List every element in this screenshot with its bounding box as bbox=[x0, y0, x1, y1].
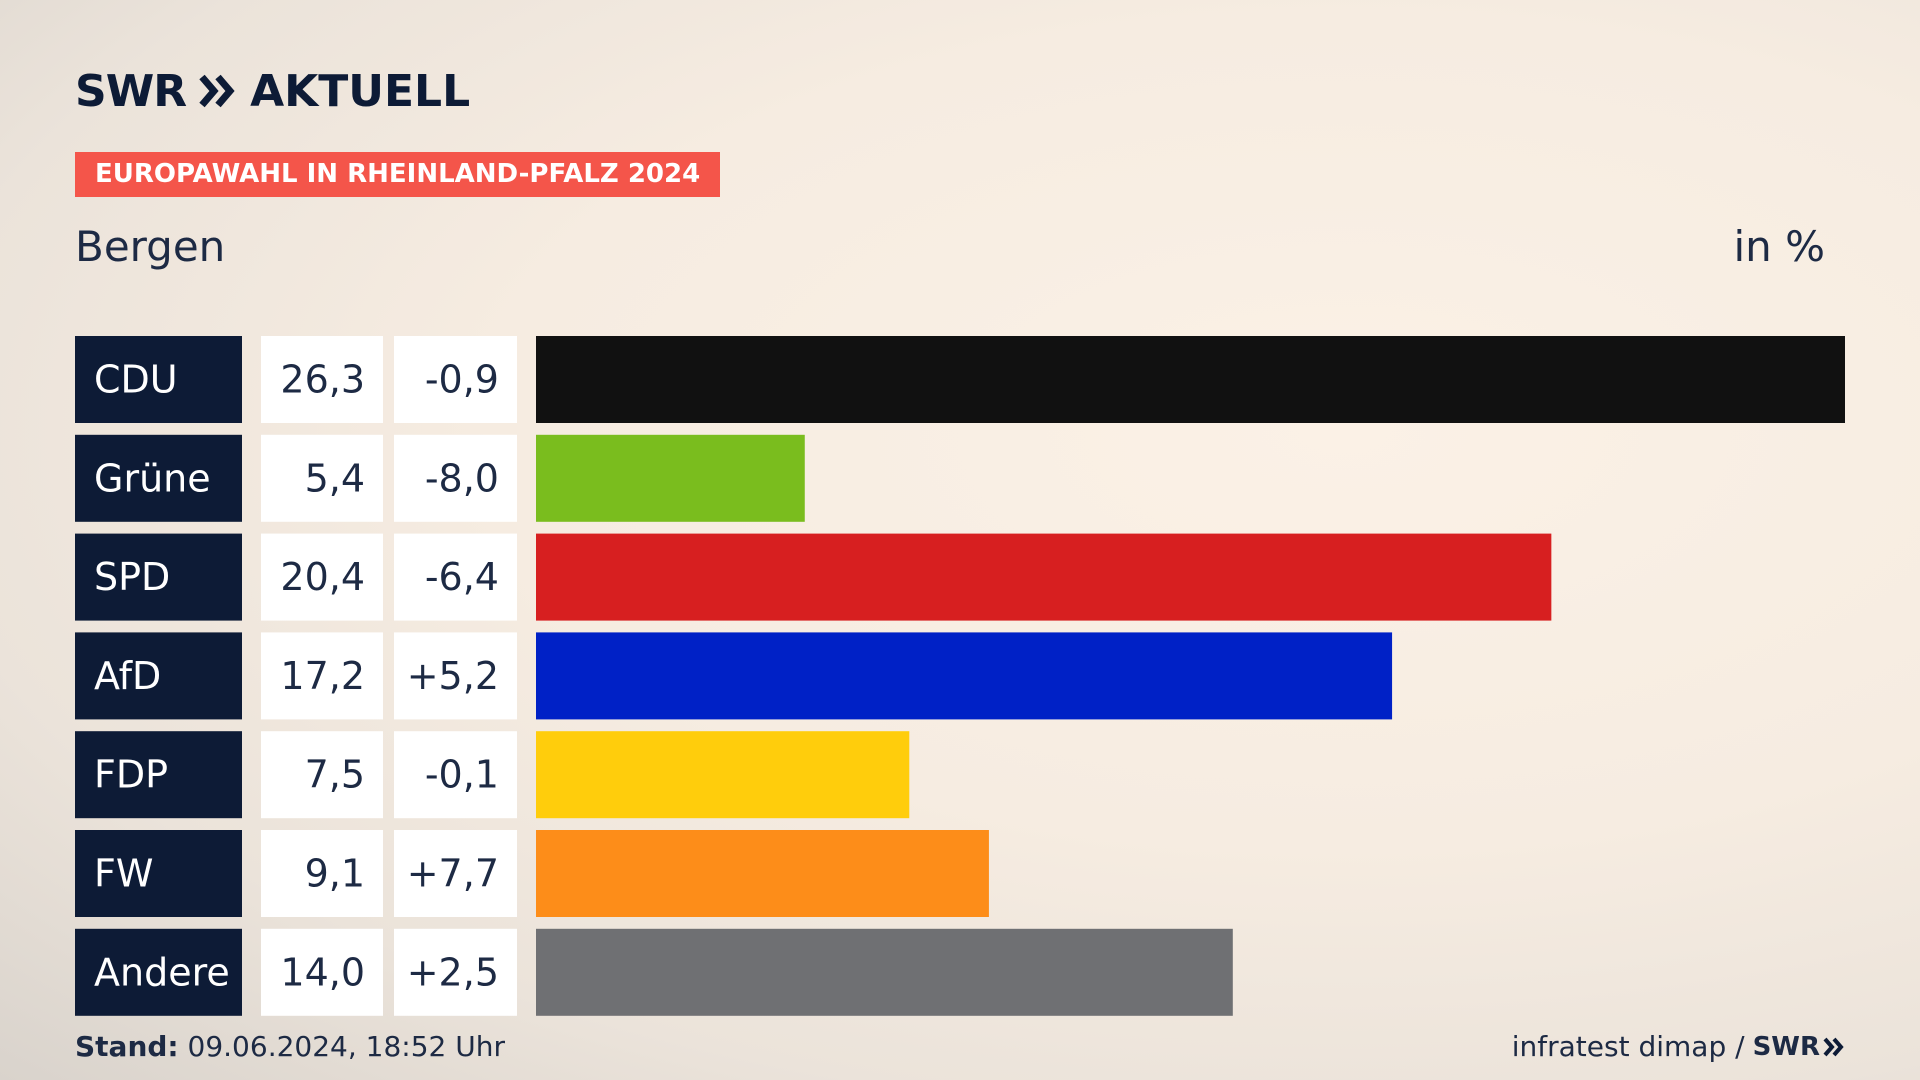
value-label: 5,4 bbox=[305, 456, 365, 500]
value-box bbox=[261, 434, 383, 522]
source-text: infratest dimap / bbox=[1511, 1030, 1745, 1063]
party-label-box bbox=[75, 533, 242, 621]
value-box bbox=[261, 336, 383, 423]
change-box bbox=[394, 434, 517, 522]
change-box bbox=[394, 928, 517, 1016]
party-label-box bbox=[75, 336, 242, 423]
party-label: CDU bbox=[94, 358, 178, 402]
bar-fw bbox=[536, 830, 989, 917]
source-credit: infratest dimap / SWR bbox=[1512, 1030, 1845, 1063]
party-label: SPD bbox=[94, 555, 170, 599]
change-box bbox=[394, 731, 517, 819]
change-label: +7,7 bbox=[407, 852, 499, 896]
change-label: -6,4 bbox=[425, 555, 499, 599]
bar-spd bbox=[536, 533, 1552, 621]
value-label: 20,4 bbox=[280, 555, 365, 599]
change-box bbox=[394, 336, 517, 423]
change-box bbox=[394, 533, 517, 621]
party-label-box bbox=[75, 434, 242, 522]
timestamp: Stand: 09.06.2024, 18:52 Uhr bbox=[75, 1030, 505, 1063]
party-label-box bbox=[75, 830, 242, 917]
brand-text: SWR bbox=[75, 65, 187, 117]
change-label: +5,2 bbox=[407, 654, 499, 698]
bar-andere bbox=[536, 928, 1233, 1016]
small-double-chevron-icon bbox=[1823, 1037, 1844, 1056]
swr-aktuell-logo: SWR AKTUELL bbox=[75, 65, 471, 117]
change-box bbox=[394, 830, 517, 917]
stand-label: Stand: bbox=[75, 1030, 179, 1063]
bar-grüne bbox=[536, 434, 805, 522]
party-label: AfD bbox=[94, 654, 161, 698]
change-box bbox=[394, 632, 517, 720]
value-label: 9,1 bbox=[305, 852, 365, 896]
value-box bbox=[261, 928, 383, 1016]
party-label: FDP bbox=[94, 753, 168, 797]
value-box bbox=[261, 632, 383, 720]
source-brand-text: SWR bbox=[1752, 1031, 1820, 1062]
bar-cdu bbox=[536, 336, 1845, 423]
change-label: -8,0 bbox=[425, 456, 499, 500]
value-box bbox=[261, 731, 383, 819]
value-label: 7,5 bbox=[305, 753, 365, 797]
party-label: Grüne bbox=[94, 456, 211, 500]
value-label: 14,0 bbox=[280, 950, 365, 994]
value-box bbox=[261, 533, 383, 621]
change-label: -0,9 bbox=[425, 358, 499, 402]
party-label: FW bbox=[94, 852, 153, 896]
value-label: 26,3 bbox=[280, 358, 365, 402]
source-brand: SWR bbox=[1753, 1032, 1845, 1062]
brand-suffix: AKTUELL bbox=[250, 65, 471, 117]
party-label-box bbox=[75, 731, 242, 819]
party-label-box bbox=[75, 632, 242, 720]
double-chevron-icon bbox=[199, 74, 235, 108]
value-box bbox=[261, 830, 383, 917]
bar-afd bbox=[536, 632, 1393, 720]
party-label-box bbox=[75, 928, 242, 1016]
value-label: 17,2 bbox=[280, 654, 365, 698]
unit-label: in % bbox=[1733, 222, 1825, 271]
bar-fdp bbox=[536, 731, 910, 819]
change-label: +2,5 bbox=[407, 950, 499, 994]
place-title: Bergen bbox=[75, 222, 226, 271]
party-label: Andere bbox=[94, 950, 230, 994]
stand-value: 09.06.2024, 18:52 Uhr bbox=[187, 1030, 505, 1063]
change-label: -0,1 bbox=[425, 753, 499, 797]
election-tag: EUROPAWAHL IN RHEINLAND-PFALZ 2024 bbox=[75, 152, 721, 197]
